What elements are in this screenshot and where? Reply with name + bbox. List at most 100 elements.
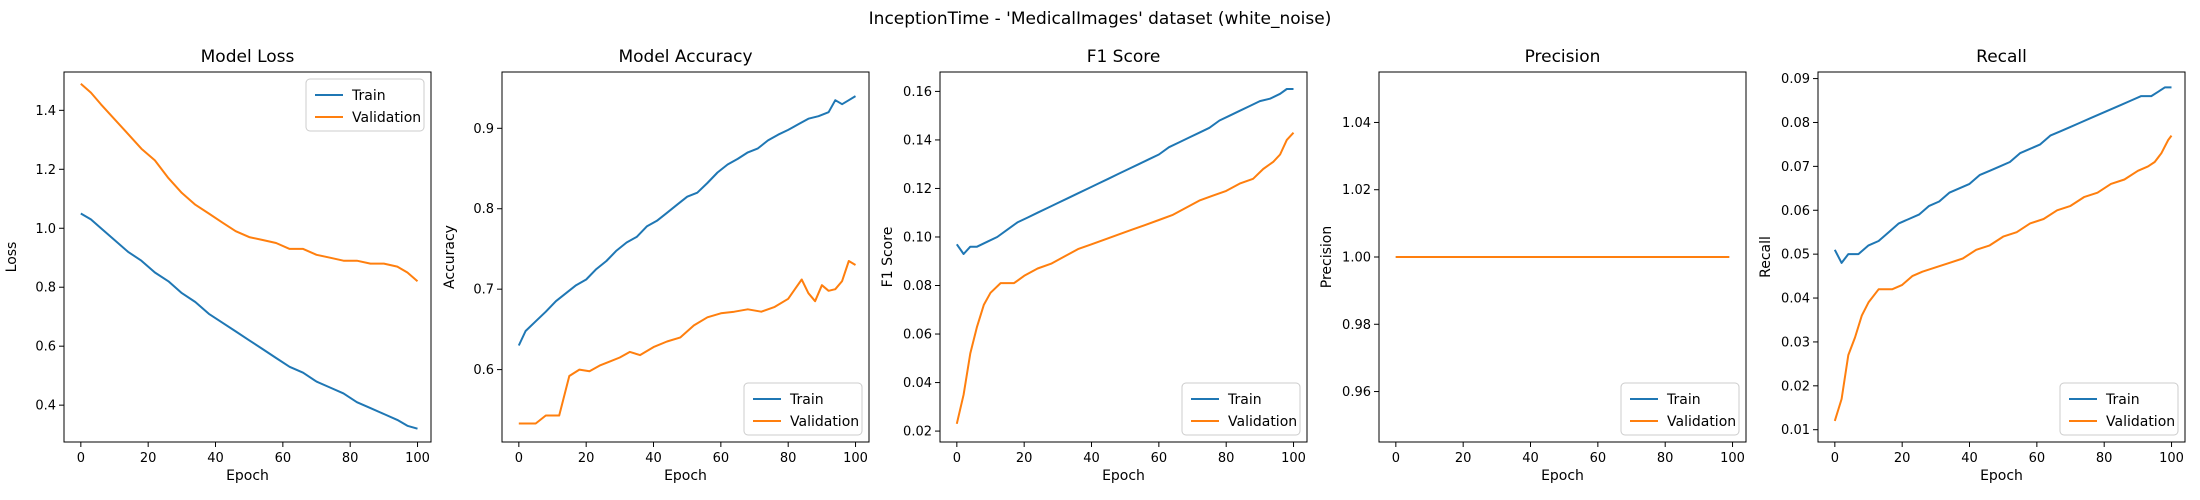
x-axis-label: Epoch	[1541, 468, 1584, 484]
series-line-validation	[955, 132, 1295, 425]
y-tick-label: 0.14	[903, 133, 932, 148]
y-axis-label: Loss	[4, 242, 20, 273]
y-tick-label: 0.8	[35, 281, 56, 296]
x-tick-label: 100	[405, 451, 430, 466]
x-tick-label: 20	[1016, 451, 1033, 466]
x-tick-label: 40	[645, 451, 662, 466]
legend-label-validation: Validation	[1228, 414, 1297, 430]
panel-title: Precision	[1525, 47, 1601, 67]
panel-title: Model Loss	[201, 47, 295, 67]
x-tick-label: 60	[275, 451, 292, 466]
legend-label-train: Train	[351, 88, 386, 104]
legend: Train Validation	[1181, 382, 1301, 436]
series-line-train	[80, 212, 418, 430]
panel-title: F1 Score	[1087, 47, 1161, 67]
series-line-train	[1833, 86, 2172, 264]
y-axis-label: F1 Score	[880, 227, 896, 288]
x-tick-label: 60	[1590, 451, 1607, 466]
y-axis-label: Recall	[1758, 236, 1774, 278]
series-line-validation	[80, 83, 419, 283]
plot-frame	[63, 71, 432, 443]
y-tick-label: 0.08	[903, 279, 932, 294]
legend-label-validation: Validation	[1667, 414, 1736, 430]
y-tick-label: 0.8	[473, 202, 494, 217]
x-tick-label: 100	[2159, 451, 2184, 466]
x-tick-label: 60	[1151, 451, 1168, 466]
y-tick-label: 0.10	[903, 230, 932, 245]
x-axis-label: Epoch	[226, 468, 269, 484]
x-tick-label: 20	[578, 451, 595, 466]
legend-label-validation: Validation	[790, 414, 859, 430]
x-tick-label: 100	[1720, 451, 1745, 466]
x-tick-label: 80	[780, 451, 797, 466]
x-tick-label: 40	[1522, 451, 1539, 466]
y-tick-label: 0.02	[1781, 379, 1810, 394]
legend: Train Validation	[743, 382, 863, 436]
y-tick-label: 0.16	[903, 85, 932, 100]
x-tick-label: 40	[1083, 451, 1100, 466]
y-tick-label: 0.02	[903, 425, 932, 440]
x-tick-label: 20	[1894, 451, 1911, 466]
figure-title: InceptionTime - 'MedicalImages' dataset …	[869, 9, 1332, 29]
x-tick-label: 20	[140, 451, 157, 466]
x-tick-label: 0	[515, 451, 523, 466]
y-tick-label: 1.4	[35, 104, 56, 119]
legend-label-train: Train	[2105, 392, 2140, 408]
series-line-train	[517, 95, 857, 346]
x-tick-label: 80	[342, 451, 359, 466]
x-tick-label: 0	[1392, 451, 1400, 466]
y-tick-label: 0.4	[35, 399, 56, 414]
panel-accuracy: Model Accuracy 0 20 40 60 80 100 0.6 0.7 0.8 0.9 Ep…	[442, 47, 870, 484]
x-axis-label: Epoch	[1102, 468, 1145, 484]
x-tick-label: 60	[713, 451, 730, 466]
y-tick-label: 0.04	[1781, 292, 1810, 307]
x-tick-label: 20	[1455, 451, 1472, 466]
x-axis-label: Epoch	[1980, 468, 2023, 484]
y-tick-label: 0.08	[1781, 116, 1810, 131]
legend-label-validation: Validation	[352, 110, 421, 126]
x-tick-label: 80	[1218, 451, 1235, 466]
legend: Train Validation	[2059, 382, 2179, 436]
x-tick-label: 80	[1657, 451, 1674, 466]
x-tick-label: 60	[2029, 451, 2046, 466]
x-tick-label: 100	[1281, 451, 1306, 466]
x-tick-label: 40	[1961, 451, 1978, 466]
legend-label-train: Train	[789, 392, 824, 408]
series-line-validation	[1833, 134, 2173, 422]
x-axis-label: Epoch	[664, 468, 707, 484]
y-tick-label: 0.98	[1342, 318, 1371, 333]
y-tick-label: 1.0	[35, 222, 56, 237]
x-tick-label: 80	[2096, 451, 2113, 466]
panel-recall: Recall 0 20 40 60 80 100 0.01 0.02 0.03 0.04 0.05 0.…	[1758, 47, 2186, 484]
plot-frame	[501, 71, 870, 443]
panel-loss: Model Loss 0 20 40 60 80 100 0.4 0.6 0.8 1.0 1.2 1.4…	[4, 47, 432, 484]
legend-label-validation: Validation	[2106, 414, 2175, 430]
y-tick-label: 1.2	[35, 163, 56, 178]
y-tick-label: 0.05	[1781, 248, 1810, 263]
y-tick-label: 0.96	[1342, 385, 1371, 400]
series-line-validation	[518, 260, 857, 425]
panel-precision: Precision 0 20 40 60 80 100 0.96 0.98 1.00 1.02 1.0…	[1319, 47, 1747, 484]
legend-label-train: Train	[1227, 392, 1262, 408]
y-axis-label: Precision	[1319, 226, 1335, 288]
y-tick-label: 0.07	[1781, 160, 1810, 175]
panel-f1: F1 Score 0 20 40 60 80 100 0.02 0.04 0.06 0.08 0.10…	[880, 47, 1308, 484]
legend: Train Validation	[1620, 382, 1740, 436]
y-tick-label: 0.09	[1781, 72, 1810, 87]
y-tick-label: 0.12	[903, 182, 932, 197]
y-tick-label: 0.01	[1781, 423, 1810, 438]
y-tick-label: 1.02	[1342, 183, 1371, 198]
legend-label-train: Train	[1666, 392, 1701, 408]
y-tick-label: 1.00	[1342, 251, 1371, 266]
y-tick-label: 1.04	[1342, 116, 1371, 131]
legend: Train Validation	[305, 78, 425, 132]
x-tick-label: 40	[207, 451, 224, 466]
y-tick-label: 0.06	[903, 328, 932, 343]
y-tick-label: 0.06	[1781, 204, 1810, 219]
series-line-train	[955, 88, 1294, 255]
y-tick-label: 0.7	[473, 283, 494, 298]
x-tick-label: 0	[953, 451, 961, 466]
plot-frame	[939, 71, 1308, 443]
y-tick-label: 0.9	[473, 122, 494, 137]
